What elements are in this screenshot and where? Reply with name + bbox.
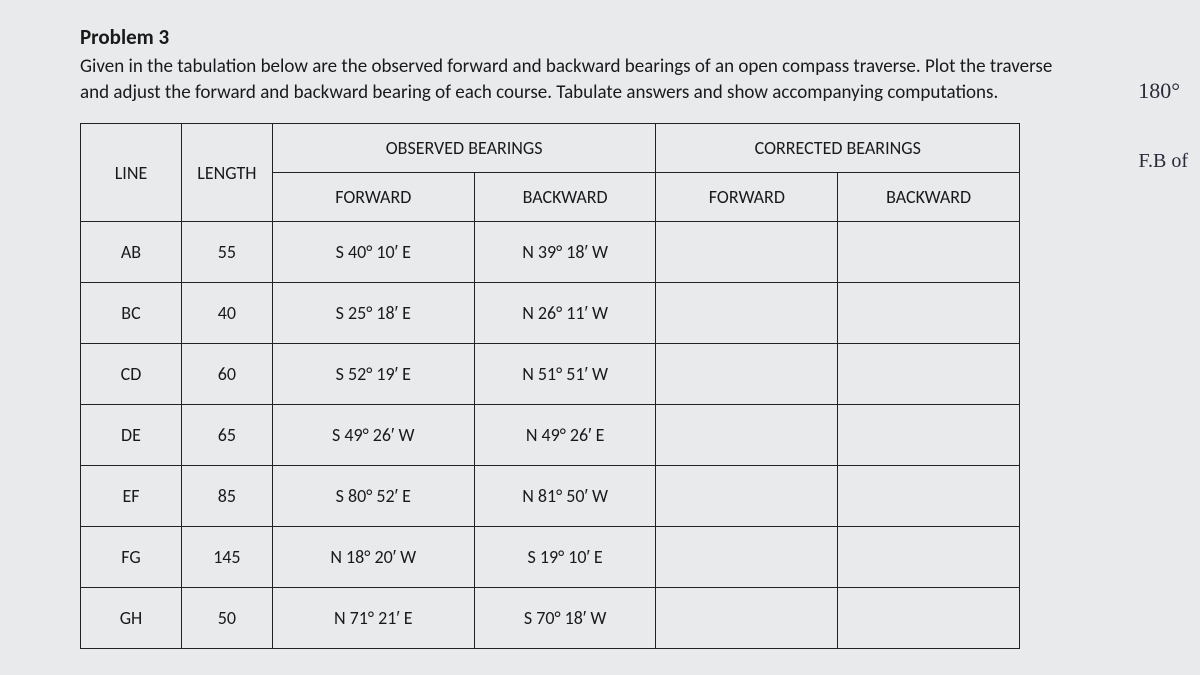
- handwritten-note-180: 180°: [1138, 78, 1180, 104]
- cell-cfwd: [656, 222, 838, 283]
- table-row: AB 55 S 40° 10′ E N 39° 18′ W: [81, 222, 1020, 283]
- cell-line: FG: [81, 527, 182, 588]
- cell-cfwd: [656, 466, 838, 527]
- cell-ofwd: N 71° 21′ E: [272, 588, 474, 649]
- cell-length: 65: [181, 405, 272, 466]
- cell-length: 55: [181, 222, 272, 283]
- cell-cbwd: [838, 344, 1020, 405]
- cell-cbwd: [838, 283, 1020, 344]
- cell-cfwd: [656, 588, 838, 649]
- col-header-line: LINE: [81, 124, 182, 222]
- cell-obwd: N 81° 50′ W: [474, 466, 656, 527]
- cell-line: DE: [81, 405, 182, 466]
- cell-obwd: N 51° 51′ W: [474, 344, 656, 405]
- table-row: CD 60 S 52° 19′ E N 51° 51′ W: [81, 344, 1020, 405]
- table-row: FG 145 N 18° 20′ W S 19° 10′ E: [81, 527, 1020, 588]
- cell-obwd: S 70° 18′ W: [474, 588, 656, 649]
- col-header-length: LENGTH: [181, 124, 272, 222]
- cell-length: 40: [181, 283, 272, 344]
- cell-obwd: N 49° 26′ E: [474, 405, 656, 466]
- cell-cfwd: [656, 527, 838, 588]
- cell-cfwd: [656, 405, 838, 466]
- bearings-table: LINE LENGTH OBSERVED BEARINGS CORRECTED …: [80, 123, 1020, 649]
- table-row: EF 85 S 80° 52′ E N 81° 50′ W: [81, 466, 1020, 527]
- cell-ofwd: S 52° 19′ E: [272, 344, 474, 405]
- header-row-1: LINE LENGTH OBSERVED BEARINGS CORRECTED …: [81, 124, 1020, 173]
- cell-cfwd: [656, 283, 838, 344]
- col-header-cor-forward: FORWARD: [656, 173, 838, 222]
- cell-cbwd: [838, 466, 1020, 527]
- cell-length: 145: [181, 527, 272, 588]
- col-header-corrected: CORRECTED BEARINGS: [656, 124, 1020, 173]
- table-row: GH 50 N 71° 21′ E S 70° 18′ W: [81, 588, 1020, 649]
- col-header-cor-backward: BACKWARD: [838, 173, 1020, 222]
- cell-ofwd: S 49° 26′ W: [272, 405, 474, 466]
- cell-obwd: N 39° 18′ W: [474, 222, 656, 283]
- table-row: BC 40 S 25° 18′ E N 26° 11′ W: [81, 283, 1020, 344]
- cell-cbwd: [838, 527, 1020, 588]
- cell-obwd: S 19° 10′ E: [474, 527, 656, 588]
- col-header-observed: OBSERVED BEARINGS: [272, 124, 656, 173]
- cell-cbwd: [838, 405, 1020, 466]
- cell-obwd: N 26° 11′ W: [474, 283, 656, 344]
- cell-ofwd: S 40° 10′ E: [272, 222, 474, 283]
- cell-line: BC: [81, 283, 182, 344]
- page: Problem 3 Given in the tabulation below …: [0, 0, 1200, 675]
- cell-cbwd: [838, 222, 1020, 283]
- cell-ofwd: S 25° 18′ E: [272, 283, 474, 344]
- col-header-obs-forward: FORWARD: [272, 173, 474, 222]
- cell-length: 60: [181, 344, 272, 405]
- cell-line: CD: [81, 344, 182, 405]
- problem-text: Given in the tabulation below are the ob…: [80, 54, 1080, 105]
- table-row: DE 65 S 49° 26′ W N 49° 26′ E: [81, 405, 1020, 466]
- cell-line: EF: [81, 466, 182, 527]
- problem-title: Problem 3: [80, 24, 1120, 50]
- cell-length: 50: [181, 588, 272, 649]
- cell-line: GH: [81, 588, 182, 649]
- cell-ofwd: S 80° 52′ E: [272, 466, 474, 527]
- cell-line: AB: [81, 222, 182, 283]
- col-header-obs-backward: BACKWARD: [474, 173, 656, 222]
- cell-cbwd: [838, 588, 1020, 649]
- handwritten-note-fb: F.B of: [1138, 150, 1188, 173]
- cell-ofwd: N 18° 20′ W: [272, 527, 474, 588]
- cell-cfwd: [656, 344, 838, 405]
- cell-length: 85: [181, 466, 272, 527]
